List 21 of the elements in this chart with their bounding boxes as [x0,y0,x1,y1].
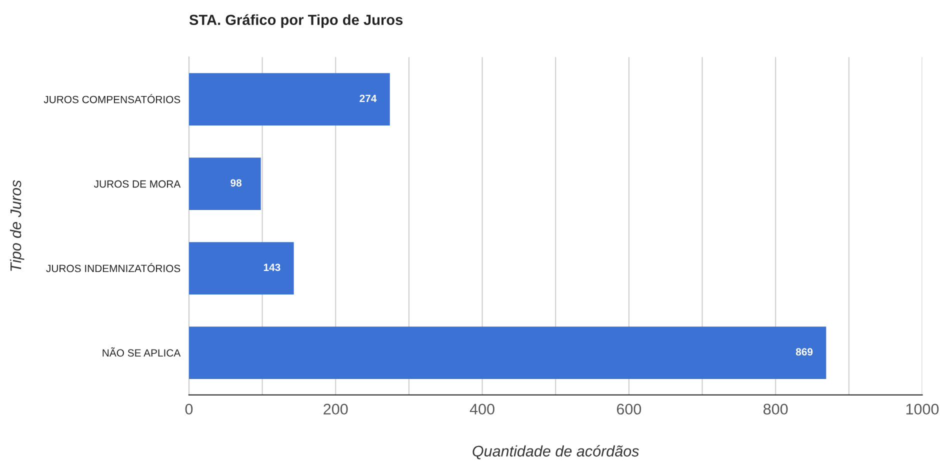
y-tick-label: JUROS COMPENSATÓRIOS [44,94,180,104]
x-tick-label: 800 [763,404,788,415]
chart-title: STA. Gráfico por Tipo de Juros [189,14,403,28]
bar [188,73,390,126]
y-tick-label: JUROS INDEMNIZATÓRIOS [46,263,180,272]
data-label: 143 [264,264,280,272]
y-tick-label: NÃO SE APLICA [102,347,181,357]
bar [188,326,826,379]
x-tick-label: 1000 [906,404,939,415]
x-axis-title: Quantidade de acórdãos [472,445,639,460]
data-label: 869 [796,348,813,356]
bar [188,158,261,210]
data-label: 98 [230,179,242,187]
bar [188,242,294,294]
x-tick-label: 400 [470,404,494,415]
y-tick-label: JUROS DE MORA [94,180,181,188]
x-tick-label: 200 [324,404,348,415]
y-axis-title: Tipo de Juros [10,180,24,271]
x-tick-label: 600 [616,404,642,415]
x-tick-label: 0 [185,404,193,415]
data-label: 274 [360,94,377,102]
